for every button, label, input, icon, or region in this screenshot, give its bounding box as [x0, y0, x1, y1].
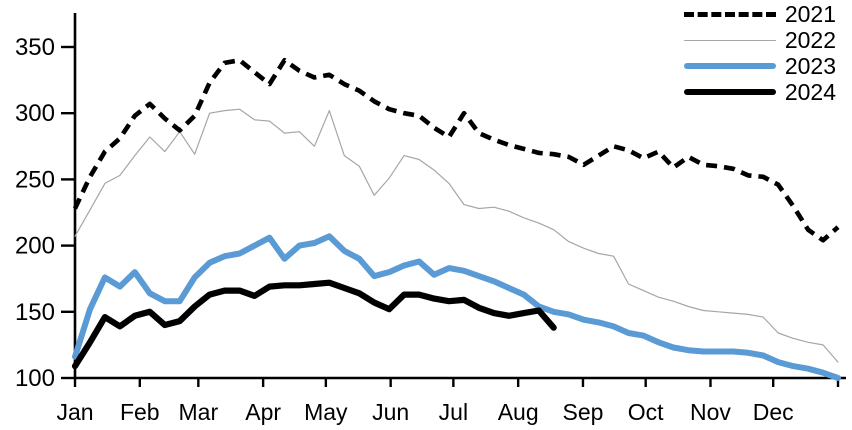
x-tick-label: Oct — [628, 399, 664, 425]
y-tick-label: 300 — [15, 100, 55, 127]
series-line-2022 — [74, 108, 839, 363]
y-tick-label: 150 — [15, 299, 55, 326]
chart-legend: 2021 2022 2023 2024 — [683, 0, 836, 105]
legend-line-sample-2024-icon — [683, 89, 776, 95]
legend-label-2021: 2021 — [784, 0, 836, 27]
legend-label-2024: 2024 — [784, 78, 836, 105]
y-tick-label: 200 — [15, 233, 55, 260]
x-tick-label: Jan — [56, 399, 93, 425]
legend-item-2024: 2024 — [683, 78, 836, 105]
x-tick-label: Jun — [372, 399, 409, 425]
x-tick-label: Aug — [498, 399, 539, 425]
x-tick-label: Sep — [563, 399, 604, 425]
legend-line-sample-2021-icon — [683, 11, 776, 17]
x-tick-label: Dec — [753, 399, 794, 425]
legend-item-2021: 2021 — [683, 0, 836, 27]
y-tick-label: 350 — [15, 34, 55, 61]
x-tick-label: May — [304, 399, 348, 425]
x-tick-label: Nov — [690, 399, 731, 425]
x-tick-label: Apr — [245, 399, 281, 425]
legend-item-2022: 2022 — [683, 26, 836, 53]
x-tick-label: Mar — [179, 399, 219, 425]
y-tick-label: 100 — [15, 365, 55, 392]
series-line-2024 — [71, 279, 557, 370]
legend-item-2023: 2023 — [683, 52, 836, 79]
legend-label-2023: 2023 — [784, 52, 836, 79]
legend-line-sample-2022-icon — [683, 39, 776, 41]
x-tick-label: Jul — [439, 399, 468, 425]
legend-label-2022: 2022 — [784, 26, 836, 53]
legend-line-sample-2023-icon — [683, 63, 776, 69]
y-tick-label: 250 — [15, 166, 55, 193]
x-tick-label: Feb — [120, 399, 160, 425]
series-line-2023 — [72, 233, 841, 381]
series-line-2021 — [72, 57, 840, 243]
